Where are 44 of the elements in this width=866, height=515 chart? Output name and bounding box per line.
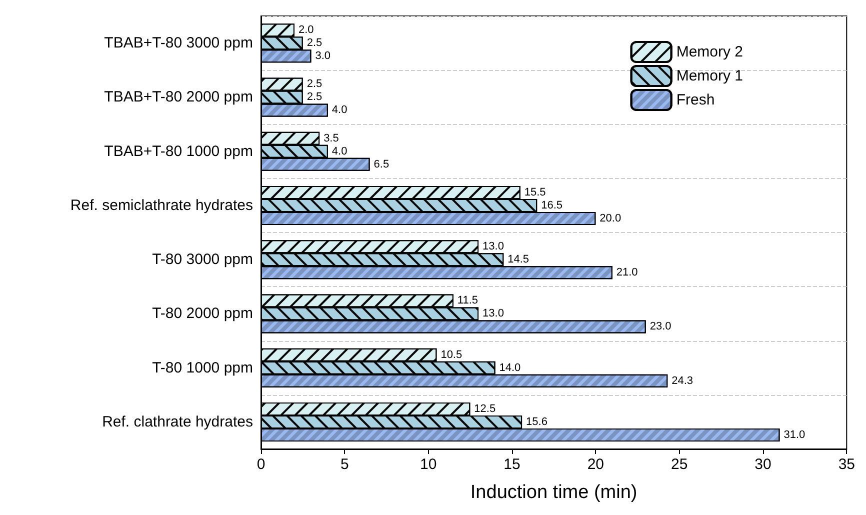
legend-label: Memory 2: [676, 44, 744, 60]
data-label: 13.0: [482, 240, 504, 253]
data-label: 2.5: [306, 37, 322, 50]
data-label: 4.0: [332, 145, 348, 158]
y-tick-label: TBAB+T-80 1000 ppm: [104, 142, 253, 160]
x-tick-label: 30: [754, 456, 772, 473]
x-axis-title: Induction time (min): [470, 482, 638, 503]
y-tick-label: Ref. semiclathrate hydrates: [70, 196, 253, 214]
data-label: 2.5: [306, 91, 322, 104]
legend-label: Memory 1: [676, 68, 744, 84]
data-label: 11.5: [457, 294, 478, 307]
data-label: 2.5: [306, 78, 322, 90]
x-tick-label: 35: [838, 456, 855, 473]
data-label: 20.0: [600, 212, 622, 224]
data-label: 4.0: [332, 104, 348, 116]
data-label: 13.0: [482, 308, 504, 320]
data-label: 2.0: [298, 24, 314, 36]
data-label: 15.6: [526, 416, 548, 428]
data-label: 14.5: [508, 254, 530, 266]
x-tick-label: 20: [587, 456, 604, 473]
x-tick-label: 15: [504, 456, 520, 473]
data-label: 31.0: [784, 428, 806, 441]
y-tick-label: TBAB+T-80 3000 ppm: [104, 34, 253, 52]
data-label: 21.0: [616, 266, 638, 279]
x-tick-label: 25: [670, 456, 688, 473]
data-label: 15.5: [524, 186, 546, 198]
data-label: 23.0: [650, 320, 672, 333]
data-label: 14.0: [499, 362, 521, 374]
data-label: 16.5: [541, 199, 563, 212]
data-label: 3.0: [315, 50, 330, 62]
data-label: 6.5: [374, 158, 390, 170]
data-label: 24.3: [672, 374, 694, 387]
x-tick-label: 0: [256, 456, 266, 473]
y-tick-label: T-80 3000 ppm: [152, 251, 253, 268]
data-label: 10.5: [440, 348, 462, 361]
data-label: 12.5: [474, 402, 496, 415]
y-tick-label: T-80 1000 ppm: [152, 359, 253, 376]
x-tick-label: 5: [340, 456, 349, 473]
legend-label: Fresh: [676, 92, 715, 108]
y-tick-label: Ref. clathrate hydrates: [102, 413, 253, 430]
x-tick-label: 10: [420, 456, 437, 473]
data-label: 3.5: [324, 132, 339, 144]
y-tick-label: TBAB+T-80 2000 ppm: [104, 88, 253, 106]
y-tick-label: T-80 2000 ppm: [152, 305, 253, 322]
